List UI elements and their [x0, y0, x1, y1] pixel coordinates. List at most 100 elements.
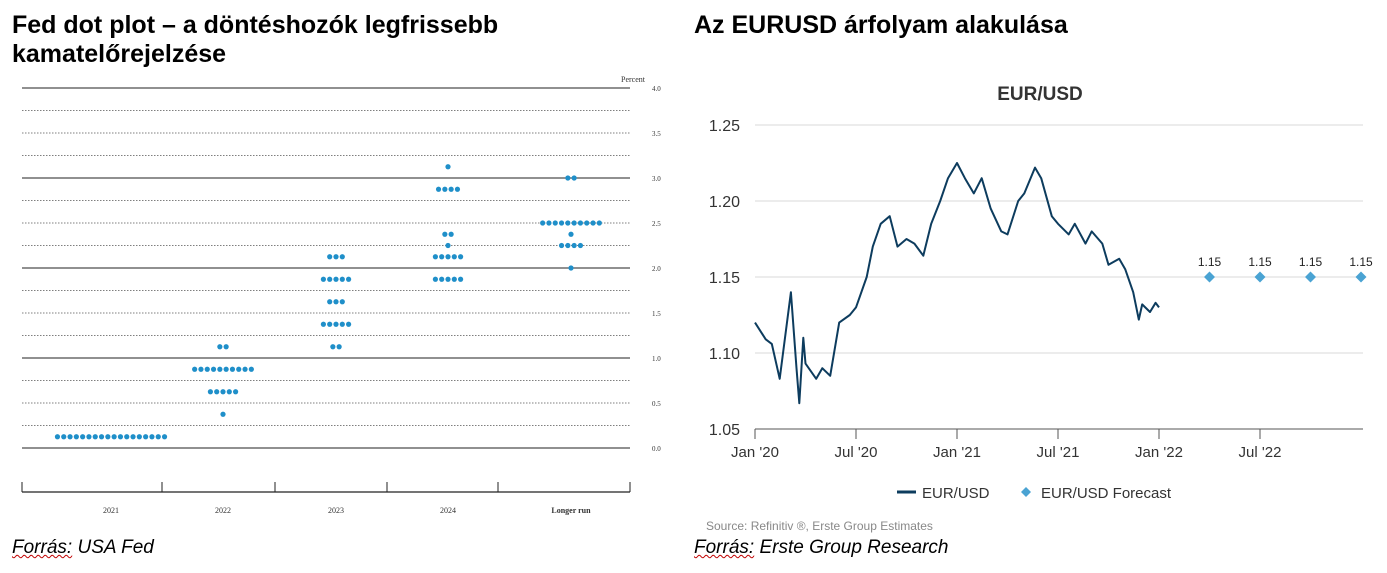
dot-point — [432, 276, 438, 282]
dot-point — [445, 164, 451, 170]
forecast-point — [1355, 271, 1367, 283]
fed-dot-plot: 4.0 3.5 3.0 2.5 2.0 1.5 1.0 0.5 0.0 Percent 2021 20… — [21, 75, 661, 515]
dot-point — [458, 276, 464, 282]
dot-point — [445, 242, 451, 249]
legend-label-forecast: EUR/USD Forecast — [1041, 485, 1172, 502]
dot-point — [330, 344, 336, 350]
dot-point — [439, 276, 445, 282]
dot-point — [448, 231, 454, 237]
forecast-data-label: 1.15 — [1198, 255, 1222, 269]
left-panel-title: Fed dot plot – a döntéshozók legfrissebb… — [12, 11, 499, 68]
chart-title: EUR/USD — [997, 84, 1083, 105]
right-panel-title: Az EURUSD árfolyam alakulása — [694, 11, 1068, 39]
dot-point — [432, 254, 438, 260]
dot-point — [568, 231, 574, 237]
x-category-label: 2021 — [103, 506, 119, 515]
dot-point — [565, 220, 571, 226]
dot-point — [233, 389, 239, 395]
dot-point — [223, 344, 229, 350]
dot-point — [451, 254, 457, 260]
legend-swatch-forecast — [1021, 487, 1031, 497]
x-tick-label: Jan '22 — [1135, 444, 1183, 461]
dot-point — [571, 220, 577, 226]
dot-point — [86, 434, 92, 440]
dot-point — [339, 276, 345, 282]
dot-point — [571, 175, 577, 181]
dot-point — [80, 434, 86, 440]
dot-point — [136, 434, 142, 440]
x-tick-label: Jul '22 — [1239, 444, 1282, 461]
dot-point — [117, 434, 124, 440]
dot-point — [214, 389, 220, 395]
y-tick-label: 4.0 — [652, 85, 661, 93]
dot-point — [333, 299, 339, 305]
x-tick-label: Jul '20 — [835, 444, 878, 461]
dot-point — [435, 186, 442, 192]
dot-point — [339, 299, 345, 305]
source-word: Forrás: — [694, 537, 755, 558]
y-tick-label: 1.5 — [652, 310, 661, 318]
x-tick-label: Jan '21 — [933, 444, 981, 461]
dot-point — [584, 220, 590, 226]
dot-point — [105, 434, 111, 440]
dot-point — [143, 434, 149, 440]
x-category-label: Longer run — [551, 506, 591, 515]
dot-point — [198, 366, 204, 372]
y-tick-label: 2.0 — [652, 265, 661, 273]
dot-point — [229, 366, 236, 372]
dot-point — [111, 434, 117, 440]
y-tick-label: 1.0 — [652, 355, 661, 363]
dot-point — [568, 265, 574, 271]
dot-point — [558, 220, 565, 226]
dot-point — [149, 434, 155, 440]
dot-point — [565, 175, 571, 181]
dot-point — [242, 366, 248, 372]
dot-point — [130, 434, 136, 440]
dot-point — [451, 276, 457, 282]
dot-point — [327, 276, 333, 282]
dot-point — [552, 220, 558, 226]
dot-point — [590, 220, 596, 226]
y-tick-label: 1.20 — [709, 194, 740, 211]
x-category-label: 2023 — [328, 506, 344, 515]
dot-point — [220, 389, 226, 395]
dot-point — [210, 366, 217, 372]
forecast-point — [1305, 271, 1316, 283]
x-tick-label: Jan '20 — [731, 444, 779, 461]
dot-point — [442, 231, 448, 237]
dot-point — [54, 434, 61, 440]
dot-point — [124, 434, 130, 440]
x-category-label: 2024 — [440, 506, 456, 515]
dot-point — [220, 411, 226, 417]
dot-point — [223, 366, 229, 372]
dot-point — [454, 186, 461, 192]
y-tick-label: 0.5 — [652, 400, 661, 408]
dot-point — [439, 254, 445, 260]
legend-label-eurusd: EUR/USD — [922, 485, 990, 502]
dot-point — [346, 276, 352, 282]
source-word: Forrás: — [12, 537, 73, 558]
dot-point — [333, 276, 339, 282]
dot-point — [61, 434, 67, 440]
dot-point — [192, 366, 198, 372]
dot-point — [558, 242, 565, 249]
dot-point — [226, 389, 232, 395]
unit-label: Percent — [621, 75, 646, 84]
eurusd-chart: EUR/USD 1.25 1.20 1.15 1.10 1.05 Jan '20 Jul '2… — [706, 84, 1373, 533]
dot-point — [320, 321, 326, 327]
forecast-data-label: 1.15 — [1299, 255, 1323, 269]
dot-point — [339, 321, 345, 327]
source-name: Erste Group Research — [759, 537, 949, 558]
dot-point — [546, 220, 552, 226]
dot-point — [204, 366, 210, 372]
dot-point — [333, 254, 339, 260]
y-tick-label: 3.5 — [652, 130, 661, 138]
y-tick-label: 3.0 — [652, 175, 661, 183]
dot-point — [217, 344, 223, 350]
dot-point — [571, 242, 577, 249]
forecast-data-label: 1.15 — [1248, 255, 1272, 269]
dot-point — [73, 434, 79, 440]
dot-point — [217, 366, 223, 372]
dot-point — [565, 242, 571, 249]
dot-point — [445, 254, 451, 260]
